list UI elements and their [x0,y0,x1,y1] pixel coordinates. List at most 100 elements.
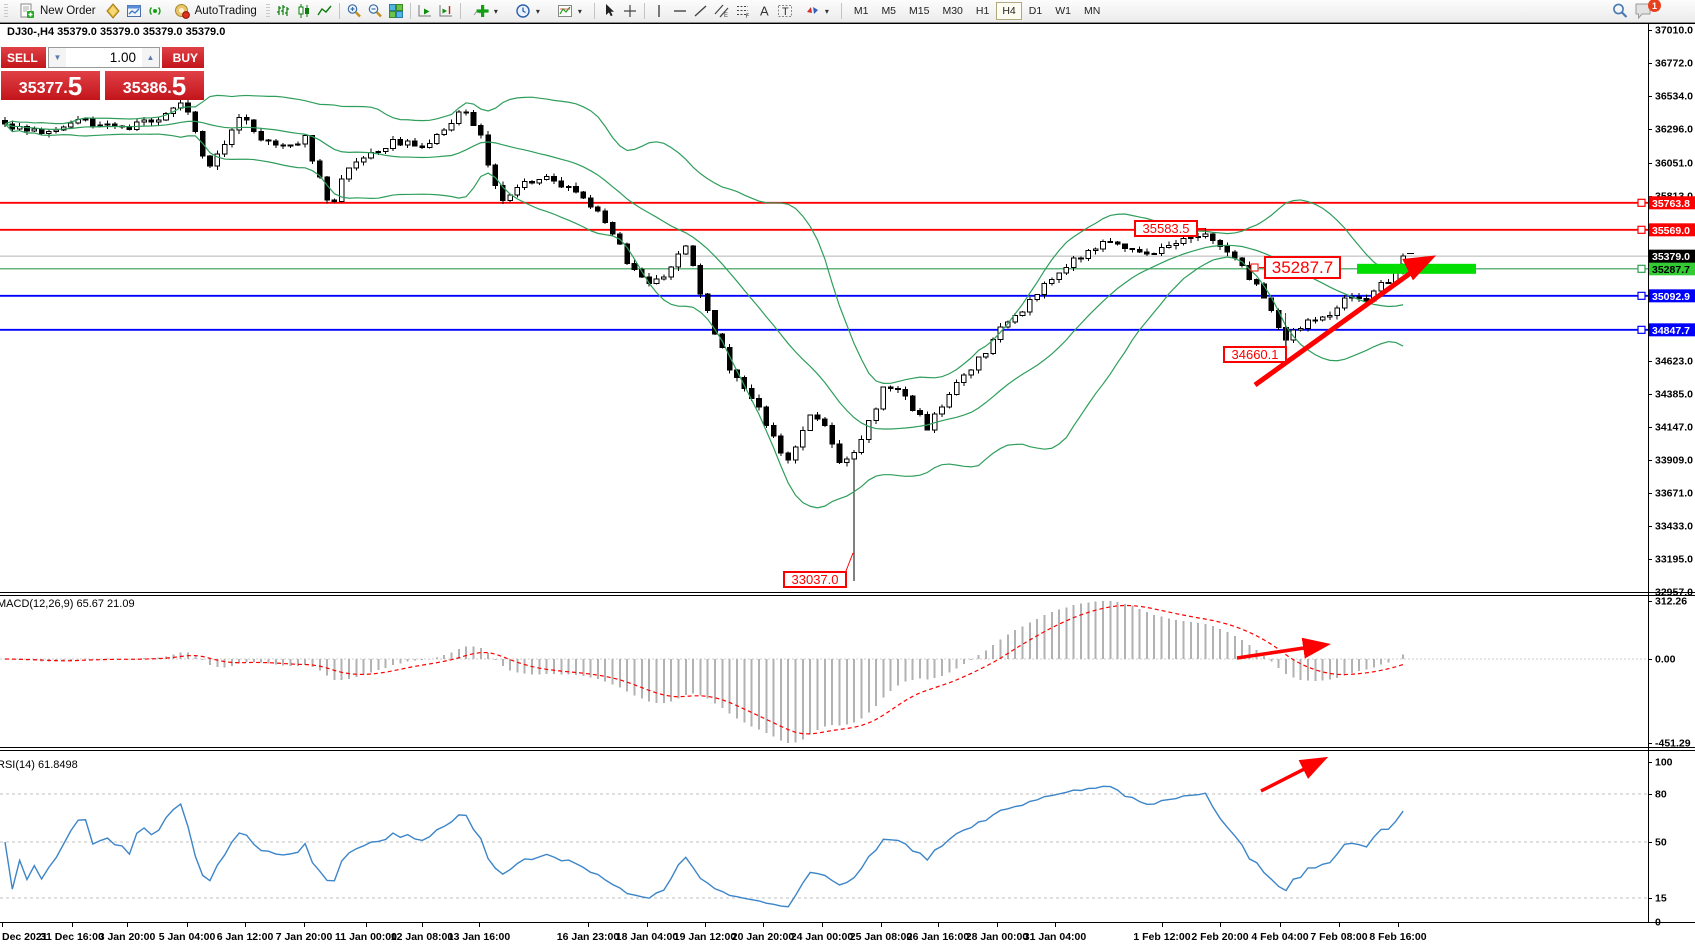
buy-button[interactable]: BUY [162,47,204,68]
arrows-button[interactable]: ▾ [796,1,837,21]
periods-button[interactable]: ▾ [507,1,548,21]
price-axis-label: 34385.0 [1655,388,1693,400]
timeframe-button-M30[interactable]: M30 [942,5,963,17]
timeframe-button-H4[interactable]: H4 [996,2,1022,20]
periods-dropdown-caret: ▾ [535,6,540,16]
timeframe-button-D1[interactable]: D1 [1028,5,1043,17]
macd-signal-line [4,604,1404,735]
hline-anchor-square[interactable] [1637,198,1646,207]
sell-price-button[interactable]: 35377. 5 [1,71,100,100]
hline-anchor-square[interactable] [1637,264,1646,273]
fibonacci-icon[interactable]: F [733,1,753,21]
svg-text:T: T [782,6,789,18]
rsi-axis-label: 100 [1655,757,1673,769]
timeframe-button-W1[interactable]: W1 [1055,5,1071,17]
rsi-trend-arrow[interactable] [1260,756,1329,793]
macd-axis-label: 0.00 [1655,654,1676,666]
templates-button[interactable]: ▾ [549,1,590,21]
rsi-axis-label: 80 [1655,789,1667,801]
object-anchor-square[interactable] [1250,263,1259,272]
svg-text:F: F [745,14,749,19]
candlesticks [2,99,1406,581]
axis-price-badge: 35287.7 [1649,262,1695,276]
autotrading-button[interactable]: AutoTrading [166,1,263,21]
price-axis-label: 36296.0 [1655,124,1693,136]
time-axis-label: 8 Feb 16:00 [1369,931,1426,943]
toolbar-separator [459,3,461,19]
chart-shift-icon[interactable] [436,1,456,21]
timeframe-button-M1[interactable]: M1 [853,5,869,17]
indicators-button[interactable]: ▾ [465,1,506,21]
time-axis-label: 12 Jan 08:00 [391,931,454,943]
timeframe-button-M15[interactable]: M15 [909,5,930,17]
template-icon [555,1,575,21]
new-order-icon [17,1,37,21]
price-axis-label: 33195.0 [1655,554,1693,566]
timeframe-button-MN[interactable]: MN [1083,5,1101,17]
price-axis-label: 33909.0 [1655,454,1693,466]
svg-text:35287.7: 35287.7 [1652,264,1690,276]
price-axis-label: 34147.0 [1655,421,1693,433]
time-axis-label: 19 Jan 12:00 [674,931,737,943]
text-label-icon[interactable]: T [775,1,795,21]
macd-trend-arrow[interactable] [1236,637,1331,660]
timeframe-button-H1[interactable]: H1 [975,5,990,17]
buy-price-button[interactable]: 35386. 5 [105,71,204,100]
lot-decrease-button[interactable]: ▼ [49,48,66,67]
time-axis-label: 18 Jan 04:00 [616,931,679,943]
horizontal-line-icon[interactable] [670,1,690,21]
new-order-label: New Order [40,5,96,17]
axis-price-badge: 35569.0 [1649,223,1695,237]
terminal-icon[interactable] [124,1,144,21]
rsi-axis-label: 0 [1655,917,1661,929]
time-axis-label: 2 Feb 20:00 [1191,931,1248,943]
tile-windows-icon[interactable] [386,1,406,21]
new-order-button[interactable]: New Order [11,1,102,21]
sell-button[interactable]: SELL [1,47,46,68]
line-chart-icon[interactable] [315,1,335,21]
time-axis-label: 11 Jan 00:00 [335,931,397,943]
toolbar-separator [338,3,340,19]
time-axis-label: 7 Jan 20:00 [276,931,333,943]
hline-anchor-square[interactable] [1637,325,1646,334]
trendline-arrow[interactable] [1253,269,1414,388]
lot-increase-button[interactable]: ▲ [142,48,159,67]
current-price-badge: 35379.0 [1649,249,1695,263]
crosshair-icon[interactable] [620,1,640,21]
svg-text:A: A [760,4,769,19]
time-axis-label: 31 Dec 16:00 [40,931,104,943]
toolbar-separator [840,3,842,19]
buy-price-big: 5 [171,71,187,101]
hline-anchor-square[interactable] [1637,225,1646,234]
trendline-icon[interactable] [691,1,711,21]
search-icon[interactable] [1610,1,1630,21]
price-axis-label: 33671.0 [1655,487,1693,499]
chat-icon[interactable]: 1 [1631,0,1661,21]
macd-axis-label: 312.26 [1655,595,1687,607]
zoom-in-icon[interactable] [344,1,364,21]
price-axis-label: 37010.0 [1655,25,1693,37]
auto-scroll-icon[interactable] [415,1,435,21]
time-axis-label: 24 Jan 00:00 [791,931,854,943]
text-icon[interactable]: A [754,1,774,21]
timeframe-button-M5[interactable]: M5 [881,5,897,17]
cursor-icon[interactable] [599,1,619,21]
price-trend-arrow[interactable] [1402,255,1437,281]
price-axis-label: 33433.0 [1655,520,1693,532]
signals-icon[interactable] [145,1,165,21]
candlesticks-chart-icon[interactable] [294,1,314,21]
toolbar-grip [4,3,8,19]
price-axis-label: 32957.0 [1655,587,1693,599]
toolbar-separator [643,3,645,19]
lot-size-value[interactable]: 1.00 [109,50,136,65]
vertical-line-icon[interactable] [649,1,669,21]
hline-anchor-square[interactable] [1637,291,1646,300]
metaeditor-icon[interactable] [103,1,123,21]
arrows-dropdown-caret: ▾ [824,6,829,16]
axis-price-badge: 34847.7 [1649,323,1695,337]
bars-chart-icon[interactable] [273,1,293,21]
zoom-out-icon[interactable] [365,1,385,21]
notification-badge[interactable]: 1 [1648,0,1661,12]
equidistant-channel-icon[interactable]: E [712,1,732,21]
